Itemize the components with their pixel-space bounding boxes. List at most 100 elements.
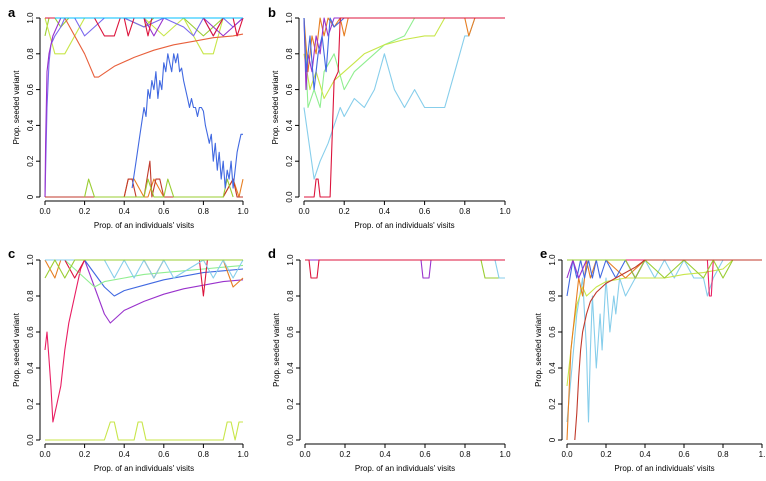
- x-tick-label: 0.2: [339, 207, 351, 216]
- panel-c: c 0.0 0.2 0.4 0.6 0.8 1.0 0.0 0.2 0.4 0.6 0.8 1.0 Pro…: [8, 246, 249, 473]
- panel-letter: d: [268, 246, 276, 261]
- series-line-2: [303, 17, 505, 100]
- series-line-2: [305, 259, 505, 279]
- x-axis-label: Prop. of an individuals' visits: [614, 464, 714, 473]
- x-tick-label: 0.6: [678, 450, 690, 459]
- y-tick-label: 0.8: [26, 290, 35, 302]
- series-line-3: [303, 17, 505, 73]
- panel-letter: a: [8, 5, 16, 20]
- y-tick-label: 1.0: [285, 12, 294, 24]
- x-tick-label: 1.0: [237, 207, 249, 216]
- x-tick-label: 1.0: [237, 450, 249, 459]
- x-tick-label: 0.2: [339, 450, 351, 459]
- x-axis-label: Prop. of an individuals' visits: [94, 221, 194, 230]
- y-tick-label: 0.6: [548, 326, 557, 338]
- series-line-6: [304, 17, 505, 198]
- series-line-0: [566, 259, 762, 423]
- series-line-0: [305, 259, 505, 279]
- x-tick-label: 0.4: [379, 207, 391, 216]
- x-tick-label: 0.2: [600, 450, 612, 459]
- y-axis-label: Prop. seeded variant: [271, 70, 280, 145]
- y-tick-label: 0.0: [26, 434, 35, 446]
- x-tick-label: 0.6: [158, 450, 170, 459]
- y-tick-label: 0.4: [286, 362, 295, 374]
- panel-d: d 0.0 0.2 0.4 0.6 0.8 1.0 0.0 0.2 0.4 0.6 0.8 1.0 Pro…: [268, 246, 511, 473]
- y-tick-label: 0.4: [26, 119, 35, 131]
- y-tick-label: 0.6: [26, 326, 35, 338]
- series-line-9: [131, 53, 243, 189]
- series-line-1: [45, 259, 244, 324]
- y-tick-label: 0.8: [286, 290, 295, 302]
- series-line-3: [305, 259, 505, 279]
- y-tick-label: 0.2: [26, 155, 35, 167]
- y-tick-label: 0.2: [285, 155, 294, 167]
- x-tick-label: 0.0: [39, 207, 51, 216]
- y-tick-label: 0.8: [548, 290, 557, 302]
- y-tick-label: 0: [26, 194, 35, 199]
- series-line-7: [45, 421, 243, 441]
- panel-letter: e: [540, 246, 547, 261]
- series-line-1: [303, 17, 505, 109]
- x-tick-label: 0.2: [79, 450, 91, 459]
- y-axis-label: Prop. seeded variant: [272, 312, 281, 387]
- panel-letter: c: [8, 246, 15, 261]
- series-line-5: [303, 17, 505, 91]
- x-tick-label: 0.4: [379, 450, 391, 459]
- x-tick-label: 1.: [759, 450, 766, 459]
- panel-letter: b: [268, 5, 276, 20]
- x-tick-label: 0.0: [299, 450, 311, 459]
- x-tick-label: 0.8: [717, 450, 729, 459]
- y-tick-label: 0.8: [26, 48, 35, 60]
- x-tick-label: 0.8: [198, 450, 210, 459]
- y-tick-label: 0.0: [286, 434, 295, 446]
- x-tick-label: 0.8: [459, 450, 471, 459]
- y-tick-label: 1.0: [286, 254, 295, 266]
- x-tick-label: 1.0: [499, 450, 511, 459]
- series-line-7: [574, 259, 762, 441]
- y-tick-label: 0.2: [286, 398, 295, 410]
- y-tick-label: 1.0: [26, 12, 35, 24]
- y-tick-label: 0.6: [26, 83, 35, 95]
- panel-e: e0.0 0.2 0.4 0.6 0.8 1.00.20.40.60.81.0Prop. …: [534, 246, 765, 473]
- x-tick-label: 0.6: [419, 207, 431, 216]
- x-tick-label: 0.6: [158, 207, 170, 216]
- x-tick-label: 0.4: [119, 450, 131, 459]
- x-tick-label: 0.4: [119, 207, 131, 216]
- series-line-8: [44, 259, 243, 279]
- y-axis-label: Prop. seeded variant: [534, 312, 543, 387]
- panel-a: a 0.0 0.2 0.4 0.6 0.8 1.0 0 0.2 0.4 0.6 0.8 1.0 Prop.…: [8, 5, 249, 230]
- y-tick-label: 0: [548, 437, 557, 442]
- y-tick-label: 1.0: [548, 254, 557, 266]
- series-line-6: [45, 259, 244, 279]
- y-tick-label: 0.8: [285, 48, 294, 60]
- y-tick-label: 0.0: [285, 191, 294, 203]
- series-line-4: [303, 17, 505, 91]
- series-line-0: [303, 17, 505, 180]
- panel-b: b 0.0 0.2 0.4 0.6 0.8 1.0 0.0 0.2 0.4 0.6 0.8 1.0 Pro…: [268, 5, 511, 230]
- x-tick-label: 0.2: [79, 207, 91, 216]
- y-axis-label: Prop. seeded variant: [12, 70, 21, 145]
- y-tick-label: 0.6: [285, 83, 294, 95]
- series-line-8: [84, 178, 234, 198]
- y-tick-label: 0.4: [26, 362, 35, 374]
- x-tick-label: 0.0: [561, 450, 573, 459]
- x-tick-label: 0.4: [639, 450, 651, 459]
- y-tick-label: 0.4: [285, 119, 294, 131]
- x-tick-label: 1.0: [499, 207, 511, 216]
- x-axis-label: Prop. of an individuals' visits: [354, 221, 454, 230]
- y-tick-label: 0.2: [548, 398, 557, 410]
- series-line-4: [45, 17, 244, 78]
- y-tick-label: 1.0: [26, 254, 35, 266]
- series-line-7: [45, 160, 243, 198]
- series-line-0: [44, 259, 243, 423]
- series-line-2: [566, 259, 762, 441]
- y-axis-label: Prop. seeded variant: [12, 312, 21, 387]
- series-line-1: [305, 259, 505, 279]
- x-axis-label: Prop. of an individuals' visits: [355, 464, 455, 473]
- y-tick-label: 0.2: [26, 398, 35, 410]
- y-tick-label: 0.4: [548, 362, 557, 374]
- x-tick-label: 0.8: [459, 207, 471, 216]
- x-tick-label: 0.6: [419, 450, 431, 459]
- x-tick-label: 0.0: [39, 450, 51, 459]
